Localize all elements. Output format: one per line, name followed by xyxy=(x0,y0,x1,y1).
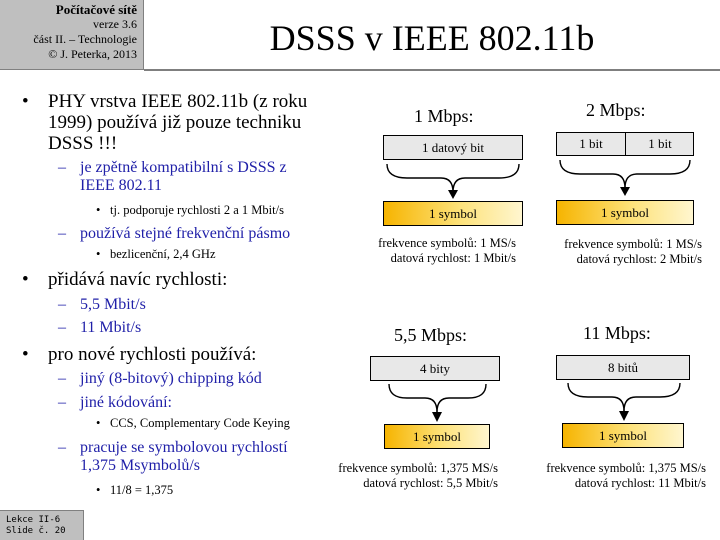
diagram-1mbps-symbol-freq: frekvence symbolů: 1 MS/s xyxy=(378,236,516,250)
diagram-5-5mbps-bits: 4 bity xyxy=(370,356,500,381)
diagram-2mbps-info: frekvence symbolů: 1 MS/s datová rychlos… xyxy=(520,237,702,267)
diagram-5-5mbps-info: frekvence symbolů: 1,375 MS/s datová ryc… xyxy=(304,461,498,491)
diagram-5-5mbps-symbol: 1 symbol xyxy=(384,424,490,449)
subsubbullet-cck: CCS, Complementary Code Keying xyxy=(96,416,350,431)
diagram-1mbps-info: frekvence symbolů: 1 MS/s datová rychlos… xyxy=(340,236,516,266)
part-label: část II. – Technologie xyxy=(33,32,137,46)
subbullet-compatible-line1: je zpětně kompatibilní s DSSS z xyxy=(80,159,287,176)
subbullet-5-5: 5,5 Mbit/s xyxy=(58,296,340,314)
diagram-1mbps-data-rate: datová rychlost: 1 Mbit/s xyxy=(390,251,516,265)
diagram-11mbps-bits: 8 bitů xyxy=(556,355,690,380)
subbullet-compatible: je zpětně kompatibilní s DSSS z IEEE 802… xyxy=(58,159,340,195)
diagram-1mbps-bits: 1 datový bit xyxy=(383,135,523,160)
diagram-1mbps-brace xyxy=(386,163,520,199)
diagram-2mbps-bit-1: 1 bit xyxy=(557,133,626,155)
subbullet-compatible-line2: IEEE 802.11 xyxy=(80,177,163,194)
course-name: Počítačové sítě xyxy=(55,2,137,17)
slide-title: DSSS v IEEE 802.11b xyxy=(269,18,595,58)
diagram-11mbps-info: frekvence symbolů: 1,375 MS/s datová ryc… xyxy=(510,461,706,491)
diagram-2mbps-brace xyxy=(559,159,691,196)
diagram-11mbps-symbol: 1 symbol xyxy=(562,423,684,448)
bullet-phy-line2: 1999) používá již pouze techniku xyxy=(48,112,302,133)
diagram-5-5mbps-symbol-freq: frekvence symbolů: 1,375 MS/s xyxy=(338,461,498,475)
version-label: verze 3.6 xyxy=(93,17,137,31)
diagram-11mbps-symbol-freq: frekvence symbolů: 1,375 MS/s xyxy=(546,461,706,475)
diagram-5-5mbps-brace xyxy=(388,383,487,422)
diagram-2mbps-symbol-freq: frekvence symbolů: 1 MS/s xyxy=(564,237,702,251)
diagram-2mbps-rate: 2 Mbps: xyxy=(586,100,646,120)
diagram-5-5mbps-data-rate: datová rychlost: 5,5 Mbit/s xyxy=(363,476,498,490)
bullet-adds-rates: přidává navíc rychlosti: xyxy=(22,269,348,290)
diagram-2mbps-symbol: 1 symbol xyxy=(556,200,694,225)
bullet-phy-line3: DSSS !!! xyxy=(48,133,118,154)
diagram-2mbps-bits: 1 bit 1 bit xyxy=(556,132,694,156)
diagram-1mbps-rate: 1 Mbps: xyxy=(414,106,474,126)
footer-slide-info: Lekce II-6 Slide č. 20 xyxy=(0,510,84,540)
diagram-2mbps-bit-2: 1 bit xyxy=(648,136,672,151)
subbullet-band: používá stejné frekvenční pásmo xyxy=(58,225,340,243)
bullet-phy: PHY vrstva IEEE 802.11b (z roku 1999) po… xyxy=(22,91,348,154)
subbullet-chipping: jiný (8-bitový) chipping kód xyxy=(58,370,340,388)
subsubbullet-rates: tj. podporuje rychlosti 2 a 1 Mbit/s xyxy=(96,203,340,218)
copyright-label: © J. Peterka, 2013 xyxy=(48,47,137,61)
bullet-phy-line1: PHY vrstva IEEE 802.11b (z roku xyxy=(48,91,308,112)
subbullet-symbol-rate: pracuje se symbolovou rychlostí 1,375 Ms… xyxy=(58,439,340,475)
subbullet-coding: jiné kódování: xyxy=(58,394,340,412)
diagram-2mbps-data-rate: datová rychlost: 2 Mbit/s xyxy=(576,252,702,266)
subsubbullet-band: bezlicenční, 2,4 GHz xyxy=(96,247,340,262)
subbullet-symbol-rate-line1: pracuje se symbolovou rychlostí xyxy=(80,439,288,456)
diagram-11mbps-data-rate: datová rychlost: 11 Mbit/s xyxy=(574,476,706,490)
subbullet-11: 11 Mbit/s xyxy=(58,319,340,337)
header-info-box: Počítačové sítě verze 3.6 část II. – Tec… xyxy=(0,0,144,70)
diagram-11mbps-brace xyxy=(567,382,681,421)
header-divider xyxy=(144,69,720,71)
subbullet-symbol-rate-line2: 1,375 Msymbolů/s xyxy=(80,457,201,474)
diagram-1mbps-symbol: 1 symbol xyxy=(383,201,523,226)
diagram-5-5mbps-rate: 5,5 Mbps: xyxy=(394,325,468,345)
subsubbullet-ratio: 11/8 = 1,375 xyxy=(96,483,340,498)
lesson-label: Lekce II-6 xyxy=(6,515,61,525)
bullet-new-rates: pro nové rychlosti používá: xyxy=(22,344,348,365)
diagram-11mbps-rate: 11 Mbps: xyxy=(583,323,651,343)
slide-number: Slide č. 20 xyxy=(6,526,66,536)
